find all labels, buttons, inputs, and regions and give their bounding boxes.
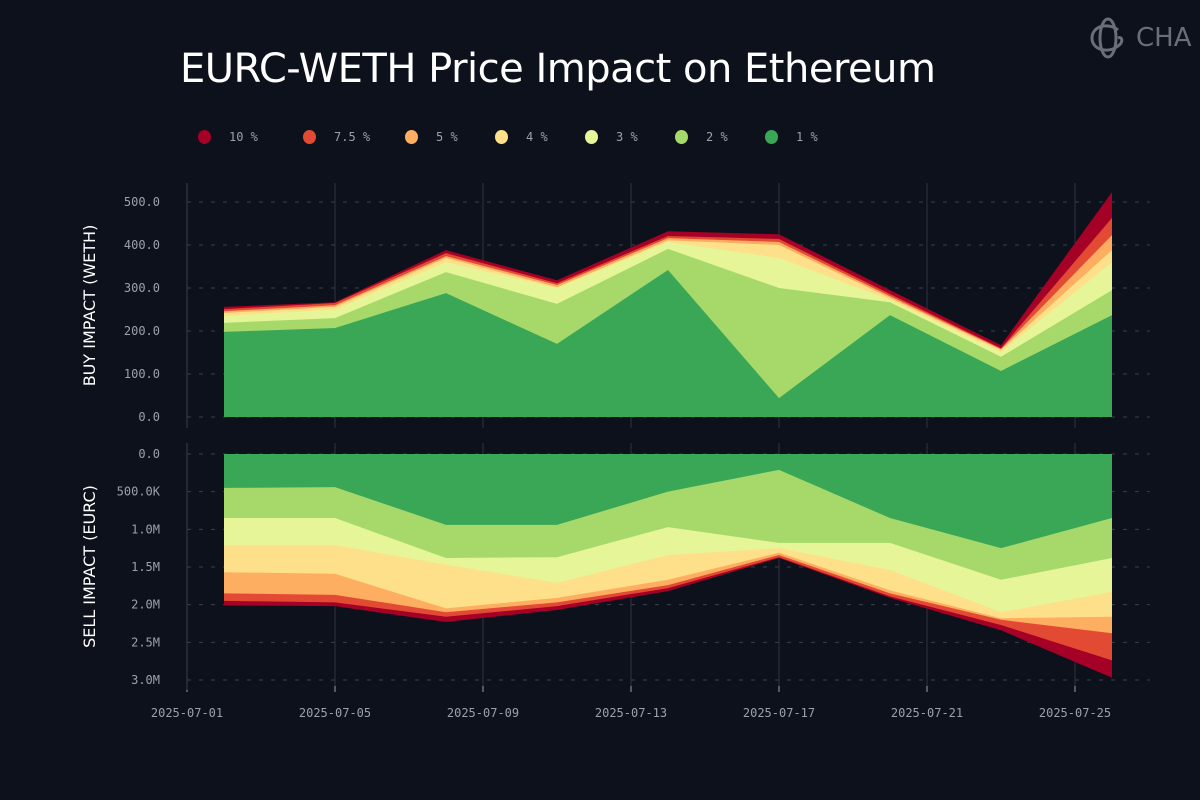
y-tick-label: 200.0: [124, 324, 160, 338]
legend-swatch: [675, 130, 688, 144]
legend-label: 4 %: [526, 130, 548, 144]
area-series-1pct: [224, 454, 1112, 549]
area-series-3pct: [224, 454, 1112, 613]
logo-icon: [1090, 17, 1124, 59]
legend-item[interactable]: 5 %: [405, 130, 495, 144]
legend-label: 2 %: [706, 130, 728, 144]
legend-item[interactable]: 2 %: [675, 130, 765, 144]
area-series-4pct: [224, 240, 1112, 417]
y-tick-label: 1.0M: [131, 522, 160, 536]
legend-label: 3 %: [616, 130, 638, 144]
y-tick-label: 0.0: [138, 447, 160, 461]
x-tick-label: 2025-07-25: [1039, 706, 1111, 720]
legend-swatch: [405, 130, 418, 144]
y-tick-label: 0.0: [138, 410, 160, 424]
y-tick-label: 300.0: [124, 281, 160, 295]
legend: 10 % 7.5 % 5 % 4 % 3 % 2 % 1 %: [198, 130, 825, 144]
legend-label: 5 %: [436, 130, 458, 144]
x-tick-label: 2025-07-09: [447, 706, 519, 720]
legend-item[interactable]: 4 %: [495, 130, 585, 144]
legend-label: 7.5 %: [334, 130, 371, 144]
y-tick-label: 500.0K: [117, 485, 161, 499]
y-tick-label: 100.0: [124, 367, 160, 381]
legend-item[interactable]: 10 %: [198, 130, 303, 144]
area-series-4pct: [224, 454, 1112, 619]
y-tick-label: 400.0: [124, 238, 160, 252]
x-tick-label: 2025-07-13: [595, 706, 667, 720]
legend-swatch: [198, 130, 211, 144]
y-tick-label: 1.5M: [131, 560, 160, 574]
area-series-75pct: [224, 217, 1112, 417]
y-tick-label: 2.0M: [131, 598, 160, 612]
area-series-2pct: [224, 454, 1112, 580]
legend-item[interactable]: 1 %: [765, 130, 825, 144]
x-tick-label: 2025-07-17: [743, 706, 815, 720]
x-tick-label: 2025-07-05: [299, 706, 371, 720]
legend-swatch: [303, 130, 316, 144]
area-series-10pct: [224, 192, 1112, 417]
x-tick-label: 2025-07-01: [151, 706, 223, 720]
legend-label: 1 %: [796, 130, 818, 144]
x-tick-label: 2025-07-21: [891, 706, 963, 720]
area-series-5pct: [224, 235, 1112, 417]
y-axis-label: SELL IMPACT (EURC): [80, 485, 99, 648]
area-series-3pct: [224, 241, 1112, 417]
legend-label: 10 %: [229, 130, 258, 144]
y-tick-label: 3.0M: [131, 673, 160, 687]
area-series-75pct: [224, 454, 1112, 661]
area-series-10pct: [224, 454, 1112, 678]
legend-item[interactable]: 3 %: [585, 130, 675, 144]
area-series-1pct: [224, 269, 1112, 417]
y-axis-label: BUY IMPACT (WETH): [80, 225, 99, 387]
chaos-logo: CHA: [1088, 16, 1200, 60]
legend-swatch: [585, 130, 598, 144]
legend-swatch: [495, 130, 508, 144]
area-series-2pct: [224, 248, 1112, 417]
chart-title: EURC-WETH Price Impact on Ethereum: [180, 46, 936, 92]
legend-swatch: [765, 130, 778, 144]
y-tick-label: 2.5M: [131, 635, 160, 649]
area-series-5pct: [224, 454, 1112, 634]
legend-item[interactable]: 7.5 %: [303, 130, 405, 144]
y-tick-label: 500.0: [124, 195, 160, 209]
